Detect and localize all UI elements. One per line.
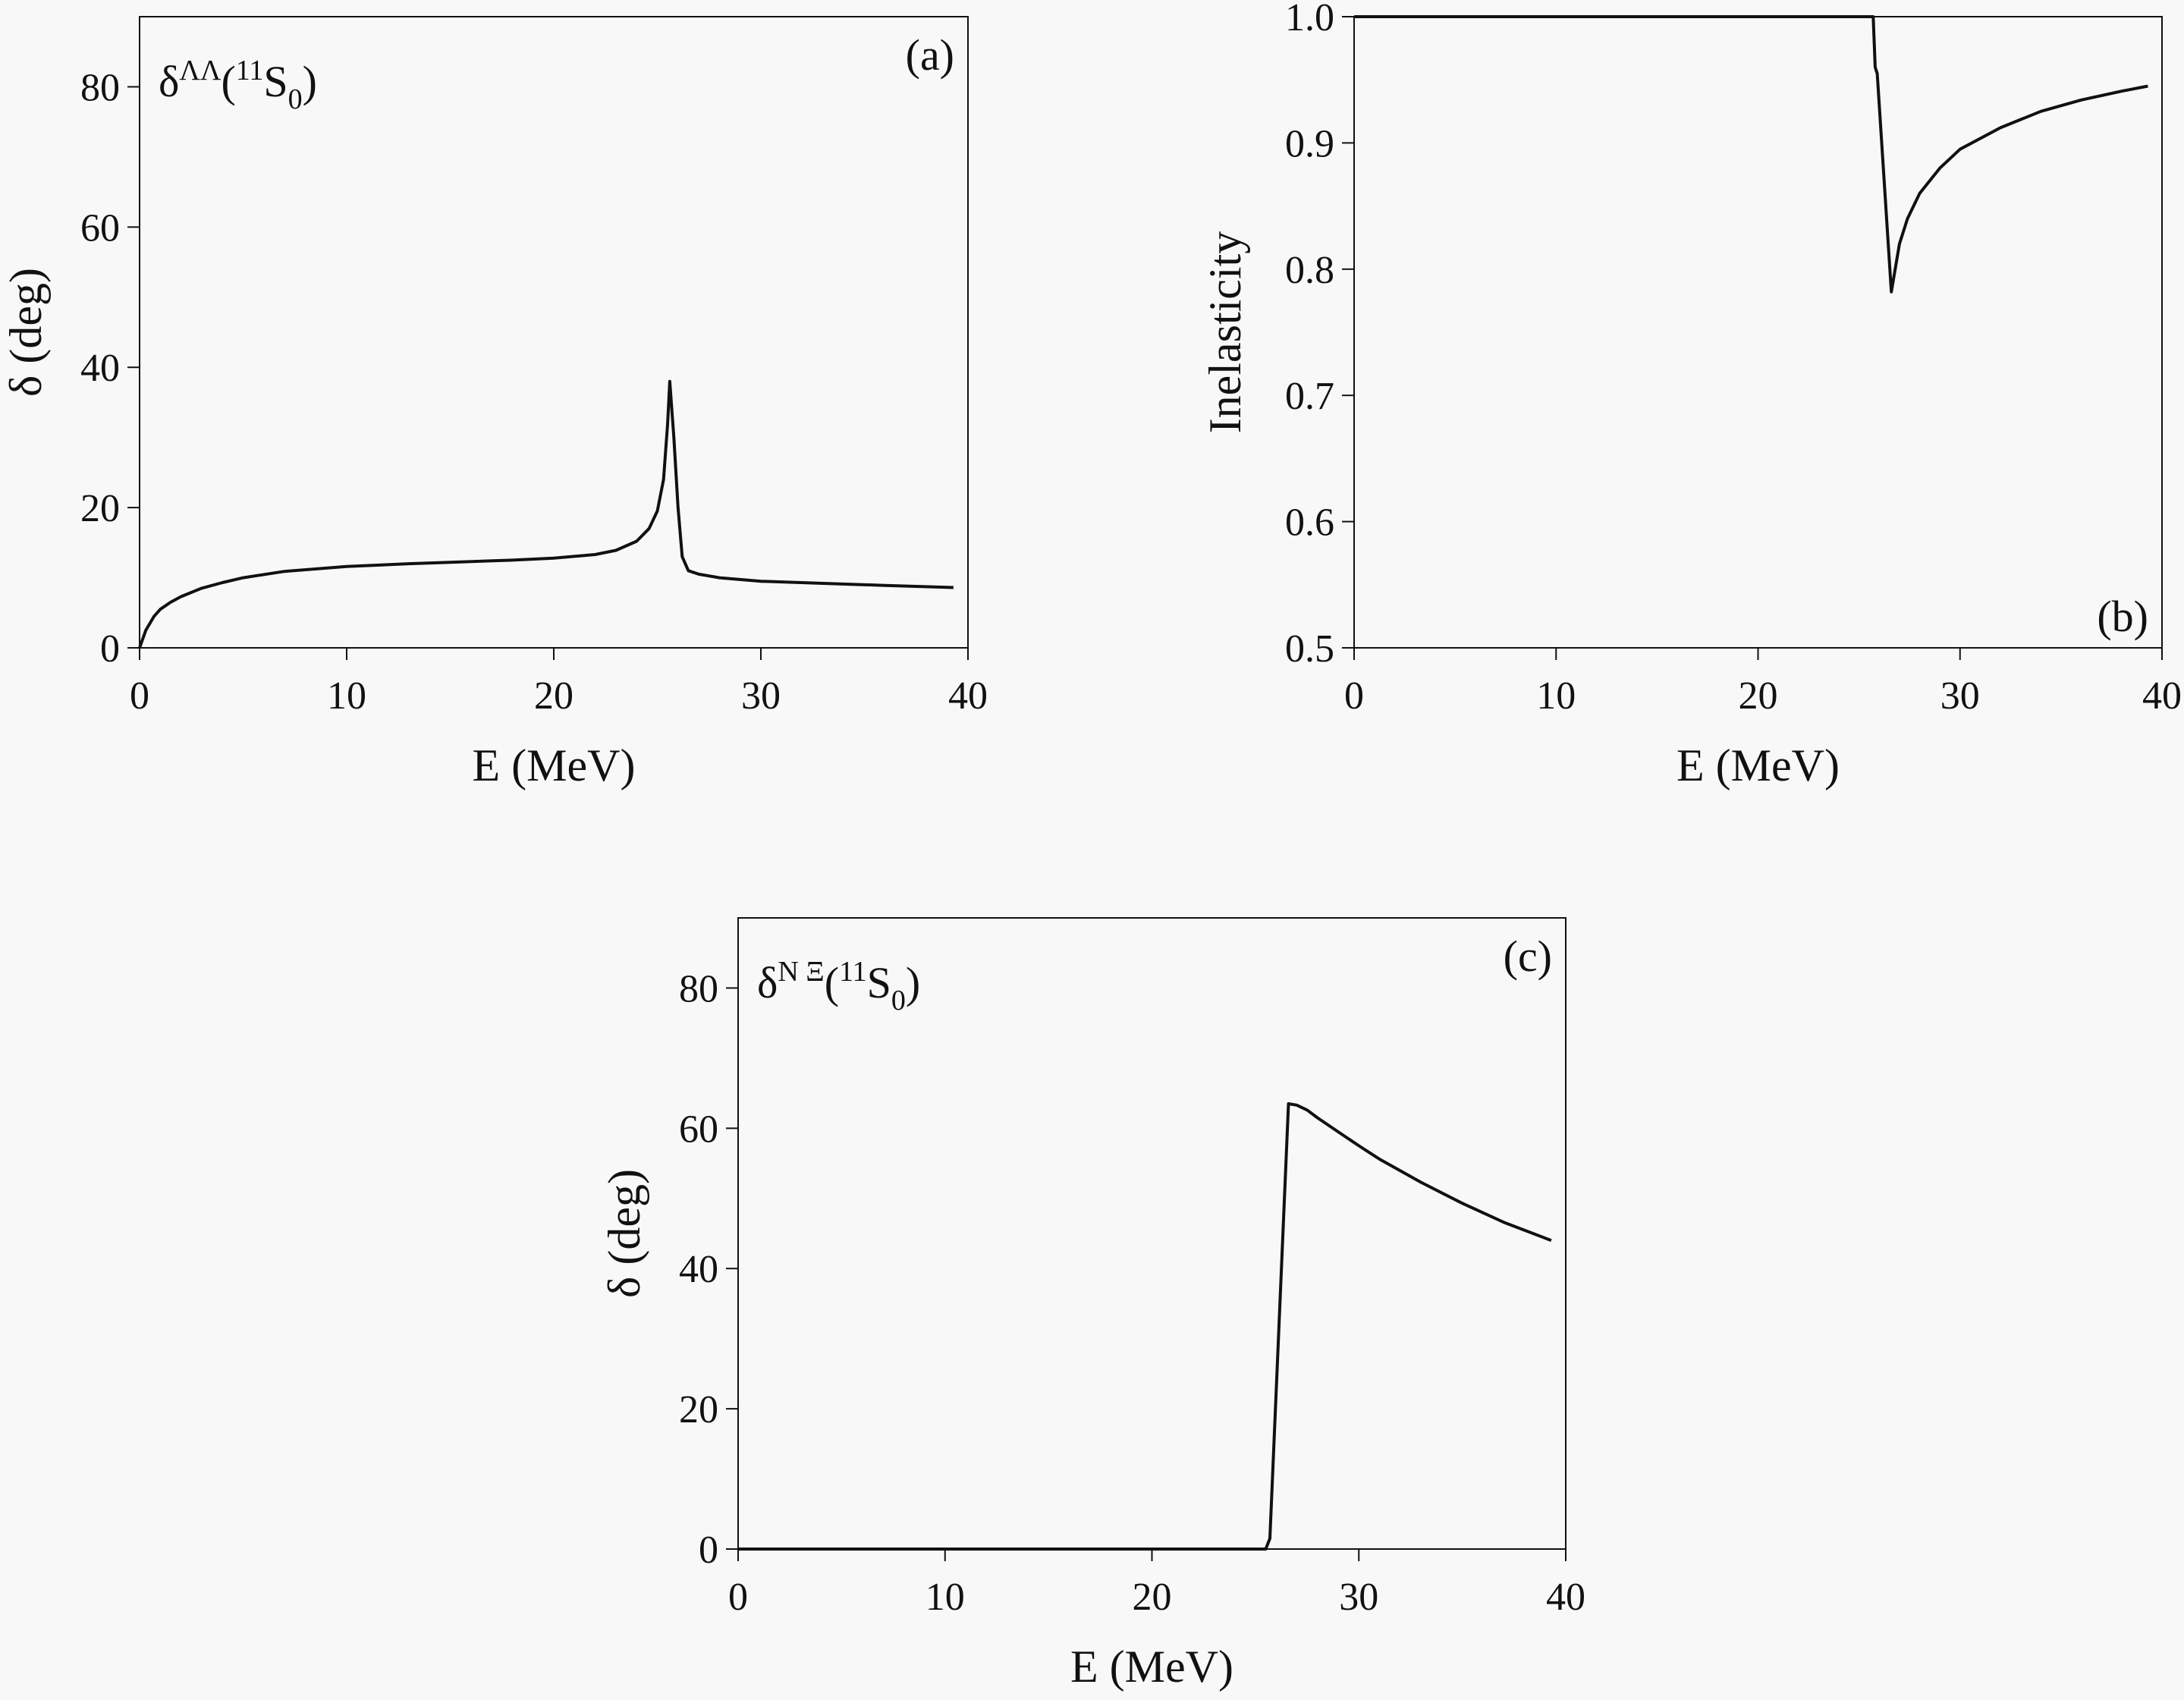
annotation-pre-sup: 11 — [236, 55, 264, 86]
y-tick-label: 0 — [699, 1529, 718, 1572]
annotation-open: ( — [221, 57, 235, 106]
annotation-sup: N Ξ — [778, 956, 824, 988]
x-tick-label: 20 — [1133, 1576, 1172, 1619]
annotation-pre-sup: 11 — [839, 956, 867, 988]
x-tick-label: 40 — [948, 674, 988, 718]
y-axis-label: Inelasticity — [1200, 231, 1250, 434]
annotation-letter: S — [867, 958, 891, 1007]
y-tick-label: 0.7 — [1285, 375, 1334, 418]
series-annotation: δΛΛ(11S0) — [159, 55, 317, 115]
series-annotation: δN Ξ(11S0) — [757, 956, 920, 1017]
series-line-inelasticity — [1354, 15, 2148, 294]
x-axis-label: E (MeV) — [1070, 1642, 1233, 1692]
panel-b: 0 10 20 30 40 0.5 0.6 0.7 0.8 0.9 1.0 E (MeV) Inelas… — [1200, 0, 2182, 790]
panel-a: 0 10 20 30 40 0 20 40 60 80 E (MeV) δ (deg) (a) δΛΛ(1… — [1, 16, 988, 790]
x-tick-label: 30 — [1339, 1576, 1378, 1619]
x-tick-label: 40 — [1546, 1576, 1585, 1619]
x-tick-label: 10 — [925, 1576, 965, 1619]
y-tick-label: 40 — [80, 347, 120, 390]
y-axis-label: δ (deg) — [599, 1169, 649, 1298]
y-axis-label: δ (deg) — [1, 268, 51, 397]
x-tick-label: 0 — [728, 1576, 748, 1619]
annotation-close: ) — [906, 958, 920, 1007]
annotation-sup: ΛΛ — [179, 55, 222, 86]
x-tick-label: 10 — [327, 674, 366, 718]
y-tick-label: 60 — [679, 1108, 718, 1151]
x-tick-label: 40 — [2142, 674, 2182, 718]
annotation-letter: S — [263, 57, 288, 106]
y-tick-label: 20 — [679, 1388, 718, 1431]
x-tick-label: 20 — [1739, 674, 1778, 718]
y-tick-label: 60 — [80, 206, 120, 250]
y-tick-label: 0.5 — [1285, 627, 1334, 671]
x-tick-label: 0 — [1344, 674, 1364, 718]
y-tick-label: 0 — [100, 627, 120, 671]
y-tick-label: 80 — [80, 66, 120, 109]
x-tick-label: 30 — [1940, 674, 1980, 718]
annotation-base: δ — [159, 57, 179, 106]
x-tick-label: 10 — [1536, 674, 1576, 718]
y-tick-label: 0.6 — [1285, 501, 1334, 545]
x-axis-label: E (MeV) — [1676, 740, 1840, 790]
series-line-delta_NXi — [738, 1102, 1552, 1551]
y-tick-label: 0.9 — [1285, 122, 1334, 165]
annotation-open: ( — [825, 958, 839, 1007]
x-axis-label: E (MeV) — [473, 740, 636, 790]
annotation-sub: 0 — [891, 985, 906, 1017]
panel-label: (b) — [2097, 592, 2148, 641]
plot-frame — [139, 16, 969, 649]
panel-c: 0 10 20 30 40 0 20 40 60 80 E (MeV) δ (deg) (c) δN Ξ(… — [599, 917, 1585, 1692]
annotation-base: δ — [757, 958, 778, 1007]
x-tick-label: 20 — [534, 674, 573, 718]
annotation-sub: 0 — [288, 83, 303, 115]
y-tick-label: 80 — [679, 967, 718, 1010]
y-tick-label: 0.8 — [1285, 249, 1334, 292]
panel-label: (a) — [906, 30, 954, 80]
x-tick-label: 30 — [741, 674, 781, 718]
y-tick-label: 1.0 — [1285, 0, 1334, 39]
plot-frame — [737, 917, 1567, 1550]
series-line-delta_LambdaLambda — [138, 379, 954, 649]
panel-label: (c) — [1504, 932, 1552, 981]
y-tick-label: 40 — [679, 1248, 718, 1291]
y-tick-label: 20 — [80, 487, 120, 530]
x-tick-label: 0 — [130, 674, 149, 718]
annotation-close: ) — [303, 57, 317, 106]
